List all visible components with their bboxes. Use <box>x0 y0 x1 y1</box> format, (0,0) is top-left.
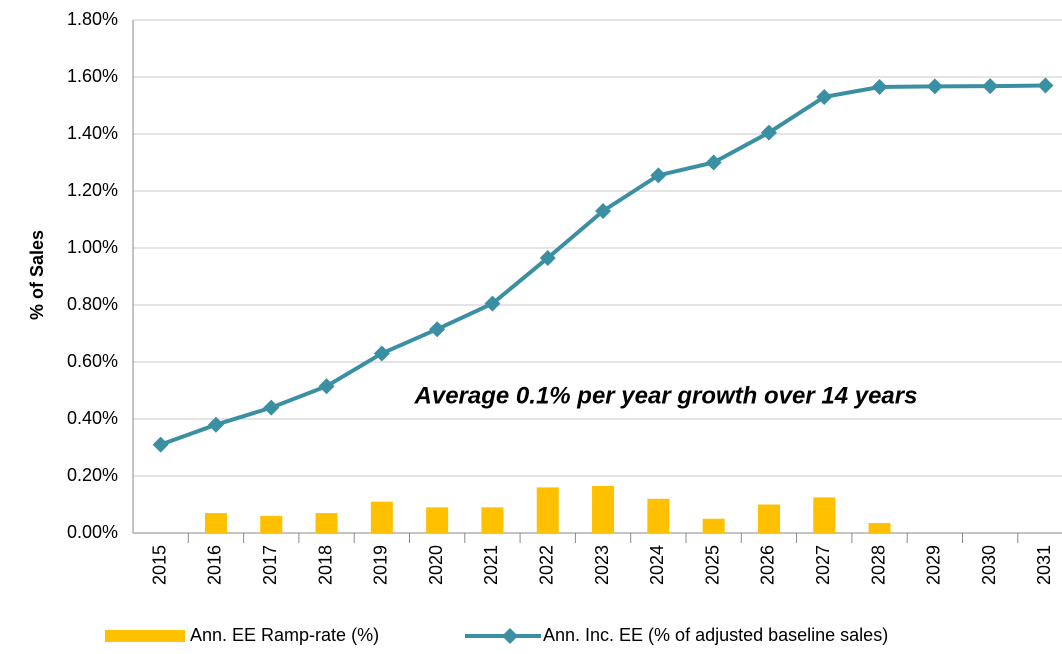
legend-label: Ann. EE Ramp-rate (%) <box>190 625 379 645</box>
y-tick-label: 0.80% <box>67 294 118 314</box>
x-tick-label: 2020 <box>426 545 446 585</box>
marker <box>263 399 280 416</box>
annotation: Average 0.1% per year growth over 14 yea… <box>414 382 918 409</box>
y-tick-label: 0.20% <box>67 465 118 485</box>
y-tick-label: 1.20% <box>67 180 118 200</box>
bar <box>702 518 725 533</box>
x-tick-label: 2019 <box>371 545 391 585</box>
bar <box>315 513 338 533</box>
marker <box>871 78 888 95</box>
bar <box>813 497 836 533</box>
legend-swatch <box>105 630 185 642</box>
x-tick-label: 2031 <box>1034 545 1054 585</box>
bar <box>370 501 393 533</box>
bar <box>204 513 227 533</box>
legend-label: Ann. Inc. EE (% of adjusted baseline sal… <box>543 625 888 645</box>
x-tick-label: 2030 <box>979 545 999 585</box>
marker <box>650 167 667 184</box>
x-tick-label: 2021 <box>481 545 501 585</box>
y-tick-label: 1.00% <box>67 237 118 257</box>
bar <box>260 515 283 533</box>
x-tick-label: 2023 <box>592 545 612 585</box>
y-tick-label: 1.40% <box>67 123 118 143</box>
bar <box>592 485 615 533</box>
marker <box>982 78 999 95</box>
x-tick-label: 2025 <box>702 545 722 585</box>
bar <box>536 487 559 533</box>
y-tick-label: 0.40% <box>67 408 118 428</box>
marker <box>318 378 335 395</box>
x-tick-label: 2027 <box>813 545 833 585</box>
x-tick-label: 2028 <box>868 545 888 585</box>
legend-marker <box>502 628 518 644</box>
bar <box>481 507 504 533</box>
x-tick-label: 2017 <box>260 545 280 585</box>
marker <box>152 436 169 453</box>
marker <box>373 345 390 362</box>
x-tick-label: 2018 <box>315 545 335 585</box>
bar <box>647 498 670 533</box>
marker <box>760 124 777 141</box>
x-tick-label: 2029 <box>924 545 944 585</box>
y-axis-label: % of Sales <box>27 230 47 320</box>
y-tick-label: 0.60% <box>67 351 118 371</box>
x-tick-label: 2026 <box>758 545 778 585</box>
y-tick-label: 1.80% <box>67 9 118 29</box>
marker <box>1037 77 1054 94</box>
marker <box>429 321 446 338</box>
marker <box>539 249 556 266</box>
marker <box>705 154 722 171</box>
x-tick-label: 2015 <box>149 545 169 585</box>
x-tick-label: 2022 <box>537 545 557 585</box>
marker <box>207 416 224 433</box>
x-tick-label: 2024 <box>647 545 667 585</box>
bar <box>757 504 780 533</box>
marker <box>816 88 833 105</box>
marker <box>484 295 501 312</box>
marker <box>595 202 612 219</box>
y-tick-label: 1.60% <box>67 66 118 86</box>
marker <box>926 78 943 95</box>
bar <box>426 507 449 533</box>
y-tick-label: 0.00% <box>67 522 118 542</box>
x-tick-label: 2016 <box>205 545 225 585</box>
bar <box>868 523 891 533</box>
